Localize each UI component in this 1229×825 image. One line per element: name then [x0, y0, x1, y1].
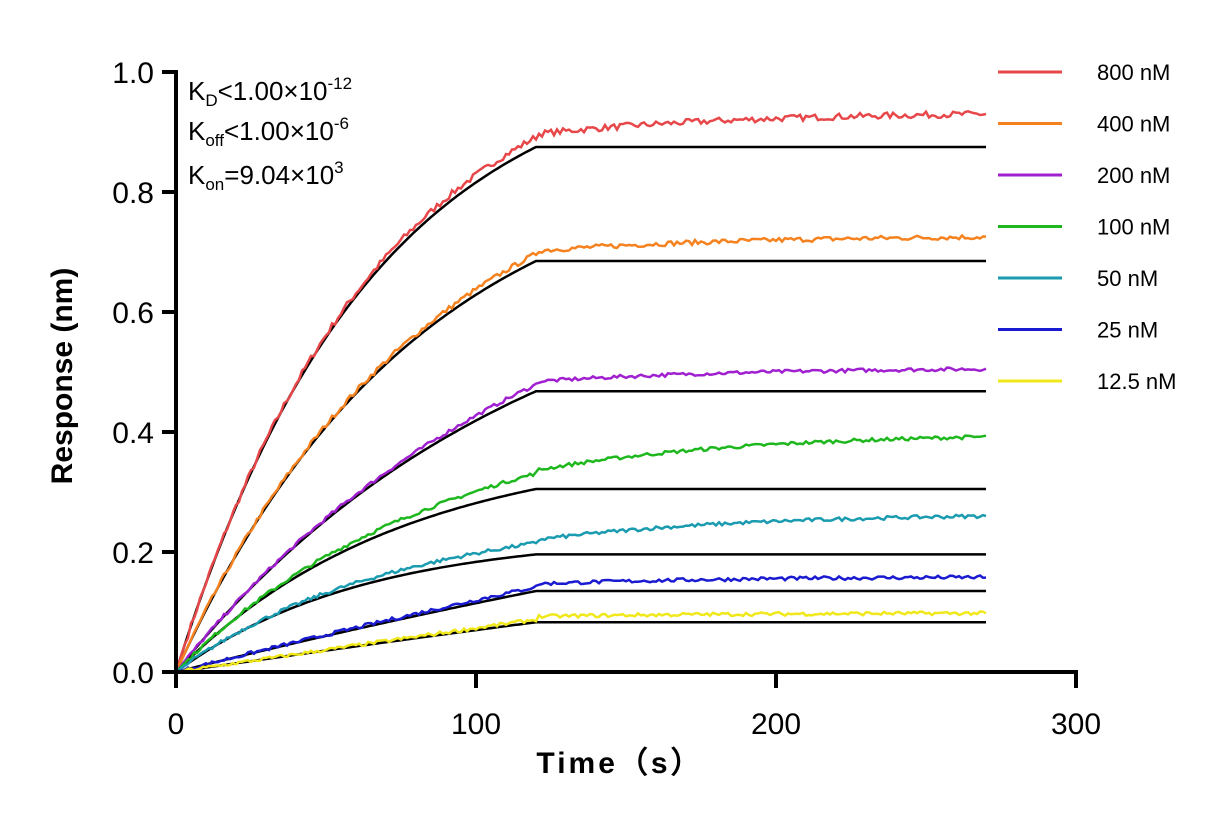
fit-curve: [175, 487, 986, 673]
y-tick-label: 0.6: [112, 297, 154, 330]
fit-curve: [175, 389, 986, 673]
series-line: [175, 610, 987, 674]
fit-curves: [174, 145, 986, 674]
x-axis-title: Time（s）: [536, 746, 703, 780]
series-line: [174, 233, 987, 673]
legend-label: 400 nM: [1097, 112, 1170, 137]
x-tick-label: 0: [168, 708, 185, 741]
data-curves: [174, 109, 987, 674]
legend-label: 25 nM: [1097, 318, 1158, 343]
series-line: [175, 434, 987, 673]
series-line: [174, 109, 987, 673]
x-axis: 0 100 200 300: [168, 670, 1101, 741]
y-tick-label: 0.8: [112, 177, 154, 210]
legend-label: 50 nM: [1097, 266, 1158, 291]
series-line: [175, 513, 987, 674]
koff-annotation: Koff<1.00×10-6: [188, 114, 349, 150]
x-tick-label: 200: [751, 708, 801, 741]
y-tick-label: 1.0: [112, 57, 154, 90]
kon-annotation: Kon=9.04×103: [188, 158, 344, 194]
fit-curve: [175, 620, 986, 674]
x-tick-label: 100: [451, 708, 501, 741]
y-axis-title: Response (nm): [46, 268, 79, 485]
kd-annotation: KD<1.00×10-12: [188, 74, 352, 110]
y-tick-label: 0.2: [112, 537, 154, 570]
y-tick-label: 0.0: [112, 657, 154, 690]
legend: 800 nM 400 nM 200 nM 100 nM 50 nM 25 nM 12.5 n…: [998, 60, 1177, 394]
fit-curve: [174, 145, 986, 673]
legend-label: 200 nM: [1097, 163, 1170, 188]
fit-curve: [174, 259, 986, 673]
y-axis: 0.0 0.2 0.4 0.6 0.8 1.0: [112, 57, 178, 690]
y-tick-label: 0.4: [112, 417, 154, 450]
series-line: [175, 574, 987, 674]
legend-label: 800 nM: [1097, 60, 1170, 85]
kinetic-constants: KD<1.00×10-12 Koff<1.00×10-6 Kon=9.04×10…: [188, 74, 352, 194]
x-tick-label: 300: [1051, 708, 1101, 741]
legend-label: 12.5 nM: [1097, 369, 1177, 394]
series-line: [175, 366, 987, 673]
legend-label: 100 nM: [1097, 215, 1170, 240]
